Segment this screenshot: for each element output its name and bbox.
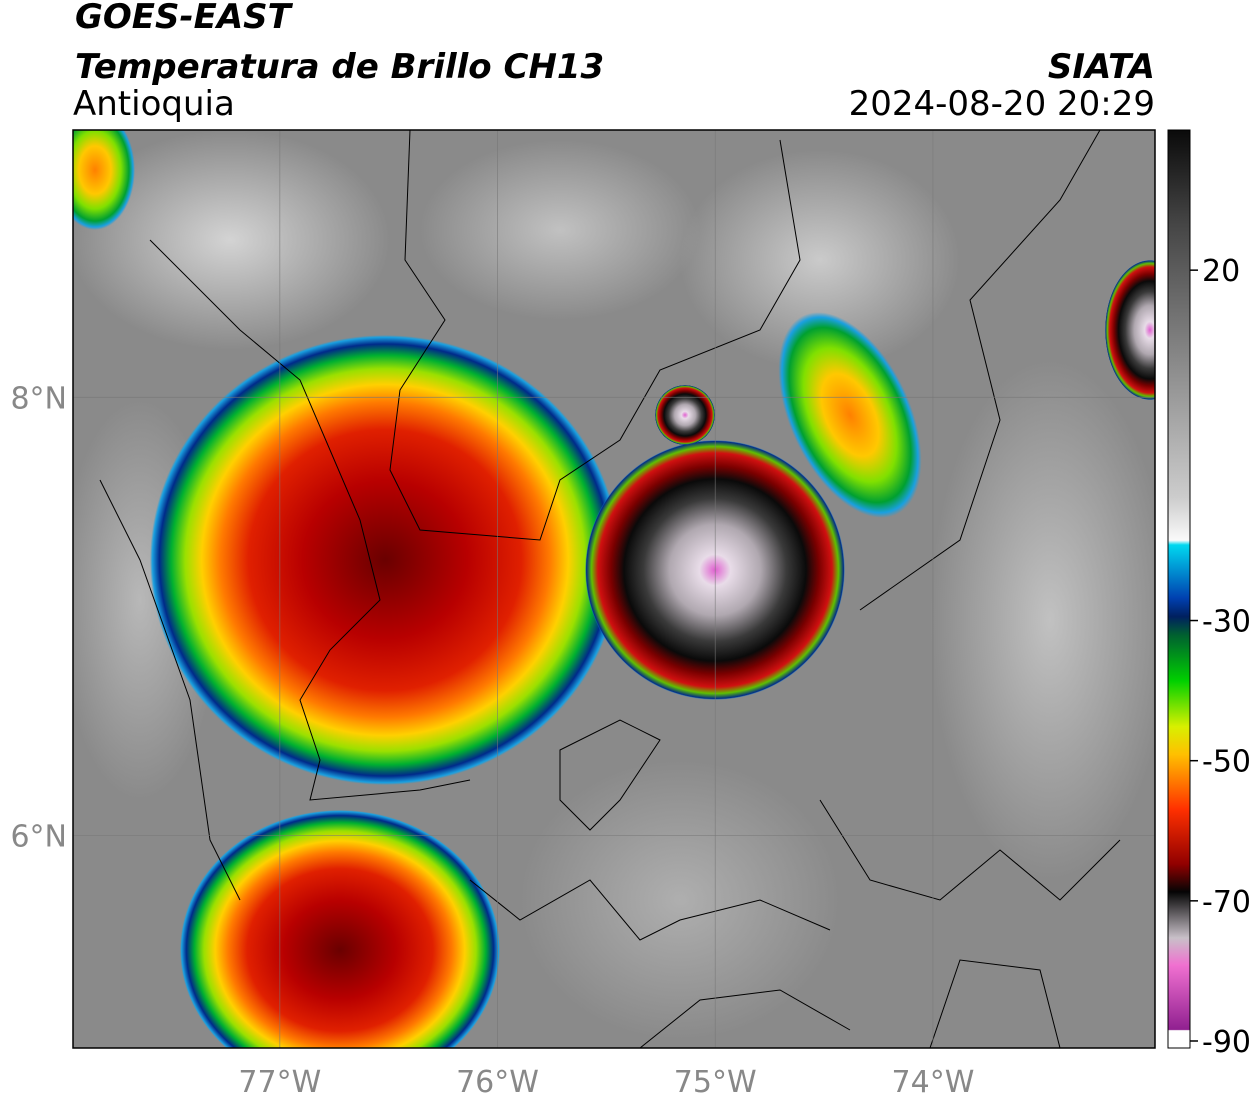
x-tick-label: 77°W [238,1065,321,1099]
storm [778,312,922,518]
storm [180,810,500,1048]
subtitle: Temperatura de Brillo CH13 [75,47,604,87]
colorbar [1167,129,1191,1049]
cloud [73,130,390,350]
cloud [520,760,840,1040]
storm [73,130,135,230]
imagery [73,130,1155,1048]
colorbar-tick-label: -70 [1202,885,1251,920]
y-tick-label: 8°N [10,381,67,416]
cloud [930,360,1155,880]
title: GOES-EAST [75,0,294,37]
x-tick-label: 74°W [892,1065,975,1099]
colorbar-tick-label: 20 [1202,254,1240,289]
region: Antioquia [73,84,235,124]
storm [1105,260,1155,400]
borders [99,130,1121,1048]
graticule [73,130,1155,1048]
datetime: 2024-08-20 20:29 [849,84,1155,124]
x-tick-label: 75°W [674,1065,757,1099]
cloud [420,140,700,320]
storm [655,385,715,445]
colorbar-tick-label: -90 [1202,1025,1251,1060]
cloud [680,150,960,370]
colorbar-tick-label: -50 [1202,745,1251,780]
colorbar-tick-label: -30 [1202,605,1251,640]
source: SIATA [1048,47,1155,87]
y-tick-label: 6°N [10,819,67,854]
x-tick-label: 76°W [456,1065,539,1099]
map-frame [72,129,1156,1049]
storm [150,335,620,785]
